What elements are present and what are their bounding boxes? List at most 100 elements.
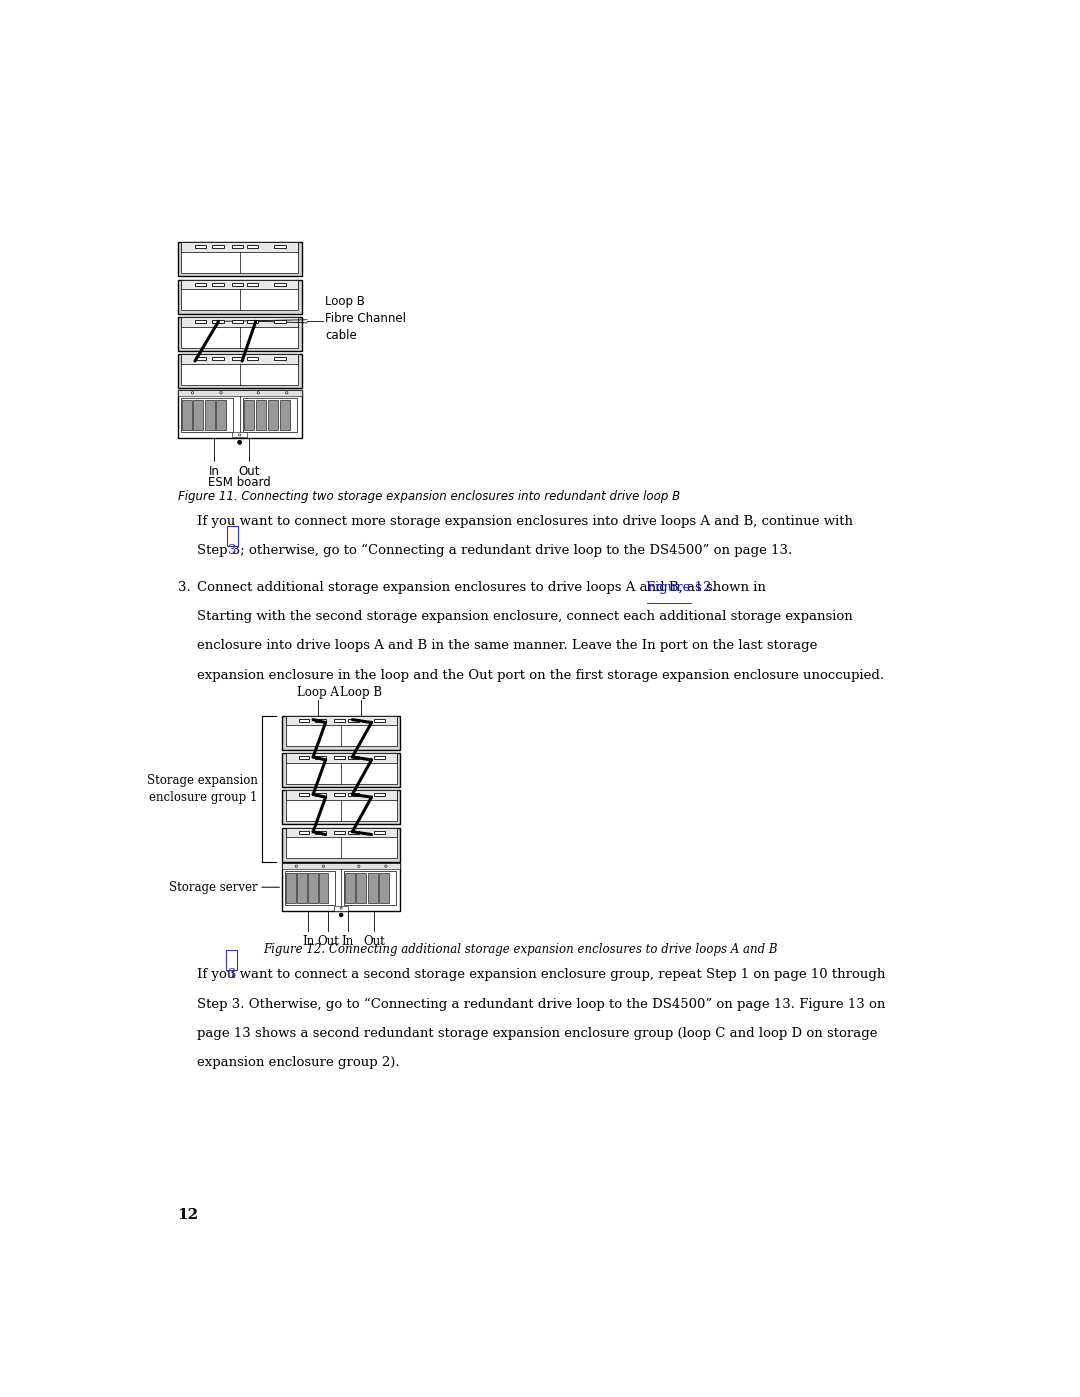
Bar xyxy=(213,320,224,323)
Bar xyxy=(356,873,366,904)
Bar xyxy=(319,873,328,904)
Text: In: In xyxy=(302,935,314,949)
Text: In: In xyxy=(208,465,219,478)
Bar xyxy=(334,756,345,759)
Bar xyxy=(299,793,309,796)
Bar xyxy=(216,400,226,430)
Bar xyxy=(315,718,326,722)
Bar xyxy=(274,320,285,323)
Bar xyxy=(286,791,396,800)
Circle shape xyxy=(339,914,342,916)
Bar xyxy=(213,246,224,249)
Bar xyxy=(274,358,285,360)
Bar xyxy=(286,827,396,837)
Bar xyxy=(334,905,348,911)
Text: Loop B
Fibre Channel
cable: Loop B Fibre Channel cable xyxy=(325,295,406,342)
Bar xyxy=(180,398,233,432)
Bar xyxy=(195,320,206,323)
Text: Step 3. Otherwise, go to “Connecting a redundant drive loop to the DS4500” on pa: Step 3. Otherwise, go to “Connecting a r… xyxy=(197,997,886,1010)
Bar xyxy=(345,873,355,904)
Bar xyxy=(177,317,301,351)
Text: If you want to connect more storage expansion enclosures into drive loops A and : If you want to connect more storage expa… xyxy=(197,514,853,528)
Bar xyxy=(232,320,243,323)
Bar xyxy=(286,753,396,763)
Bar xyxy=(286,715,396,725)
Bar xyxy=(286,791,396,821)
Bar xyxy=(286,828,396,858)
Text: Starting with the second storage expansion enclosure, connect each additional st: Starting with the second storage expansi… xyxy=(197,610,853,623)
Text: Storage expansion
enclosure group 1: Storage expansion enclosure group 1 xyxy=(147,774,257,803)
Bar xyxy=(247,320,258,323)
Bar xyxy=(308,873,318,904)
Bar xyxy=(244,400,254,430)
Text: Out: Out xyxy=(239,465,259,478)
Bar xyxy=(193,400,203,430)
Bar xyxy=(282,753,400,787)
Bar xyxy=(315,756,326,759)
Bar xyxy=(247,282,258,285)
Bar xyxy=(315,793,326,796)
Bar xyxy=(177,390,301,395)
Bar xyxy=(374,793,384,796)
Text: If you want to connect a second storage expansion enclosure group, repeat Step 1: If you want to connect a second storage … xyxy=(197,968,886,981)
Bar xyxy=(285,870,335,905)
Bar xyxy=(256,400,266,430)
Bar xyxy=(348,756,359,759)
Bar xyxy=(348,793,359,796)
Circle shape xyxy=(238,440,241,444)
Bar xyxy=(348,718,359,722)
Text: Figure 12.: Figure 12. xyxy=(647,581,716,594)
Bar xyxy=(274,282,285,285)
Text: 3: 3 xyxy=(228,968,237,981)
Bar xyxy=(181,355,298,363)
Bar xyxy=(181,243,298,272)
Bar xyxy=(348,831,359,834)
Bar xyxy=(299,718,309,722)
Text: Out: Out xyxy=(318,935,339,949)
Bar xyxy=(282,863,400,869)
Text: ESM board: ESM board xyxy=(208,476,271,489)
Bar xyxy=(247,246,258,249)
Bar xyxy=(286,873,296,904)
Text: 12: 12 xyxy=(177,1208,199,1222)
Bar xyxy=(334,831,345,834)
Bar xyxy=(195,246,206,249)
Bar xyxy=(299,831,309,834)
Bar xyxy=(205,400,215,430)
Text: enclosure into drive loops A and B in the same manner. Leave the In port on the : enclosure into drive loops A and B in th… xyxy=(197,640,818,652)
Text: 3.: 3. xyxy=(177,581,190,594)
Bar xyxy=(181,242,298,251)
Text: Figure 12. Connecting additional storage expansion enclosures to drive loops A a: Figure 12. Connecting additional storage… xyxy=(262,943,778,957)
Bar xyxy=(232,358,243,360)
Bar xyxy=(274,246,285,249)
Bar xyxy=(181,281,298,310)
Bar xyxy=(181,317,298,327)
Text: Loop B: Loop B xyxy=(340,686,382,698)
Bar xyxy=(286,754,396,784)
Bar xyxy=(177,279,301,313)
Bar xyxy=(227,527,238,546)
Text: Storage server: Storage server xyxy=(168,880,257,894)
Bar xyxy=(286,717,396,746)
Bar xyxy=(374,756,384,759)
Bar xyxy=(334,718,345,722)
Bar xyxy=(282,828,400,862)
Text: 3: 3 xyxy=(228,543,237,557)
Bar xyxy=(177,355,301,388)
Text: expansion enclosure in the loop and the Out port on the first storage expansion : expansion enclosure in the loop and the … xyxy=(197,669,885,682)
Text: Figure 11. Connecting two storage expansion enclosures into redundant drive loop: Figure 11. Connecting two storage expans… xyxy=(177,490,679,503)
Bar xyxy=(243,398,297,432)
Bar xyxy=(280,400,291,430)
Bar xyxy=(297,873,307,904)
Text: page 13 shows a second redundant storage expansion enclosure group (loop C and l: page 13 shows a second redundant storage… xyxy=(197,1027,877,1039)
Bar xyxy=(282,863,400,911)
Bar xyxy=(268,400,279,430)
Bar xyxy=(181,400,191,430)
Text: Connect additional storage expansion enclosures to drive loops A and B, as shown: Connect additional storage expansion enc… xyxy=(197,581,770,594)
Text: In: In xyxy=(341,935,354,949)
Bar xyxy=(282,715,400,750)
Bar xyxy=(213,282,224,285)
Bar xyxy=(247,358,258,360)
Bar xyxy=(181,317,298,348)
Bar xyxy=(177,390,301,437)
